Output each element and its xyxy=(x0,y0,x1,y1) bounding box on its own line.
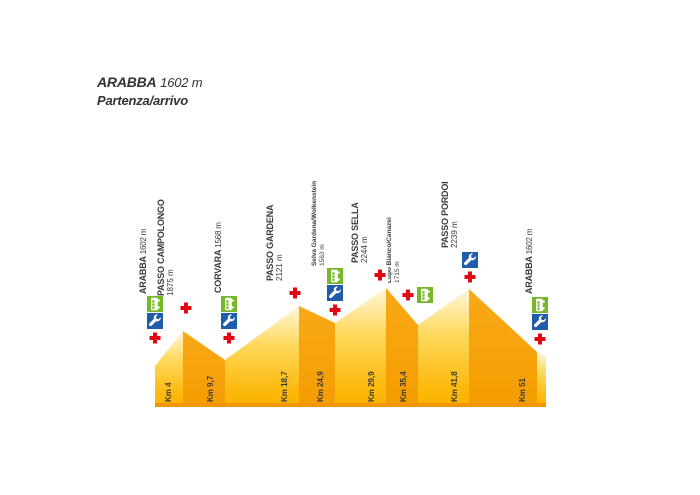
first-aid-icon xyxy=(178,300,194,316)
icon-stack-corvara xyxy=(221,296,237,346)
start-point-title: ARABBA 1602 m xyxy=(97,74,203,90)
station-name: CORVARA xyxy=(213,250,223,293)
station-label-arabba-finish: ARABBA 1602 m xyxy=(524,229,535,294)
icon-stack-sella xyxy=(372,267,388,283)
station-altitude: 2121 m xyxy=(275,254,284,281)
first-aid-icon xyxy=(327,302,343,318)
station-label-passo-campolongo: PASSO CAMPOLONGO 1875 m xyxy=(156,199,176,296)
profile-segment-finish xyxy=(537,352,546,403)
profile-segment-climb-sella xyxy=(335,288,386,403)
profile-segment-descent-corvara xyxy=(183,331,225,403)
first-aid-icon xyxy=(532,331,548,347)
profile-segment-climb-campolongo xyxy=(155,331,183,403)
profile-segment-climb-gardena xyxy=(225,306,299,403)
station-label-passo-pordoi: PASSO PORDOI 2239 m xyxy=(440,182,460,248)
station-name: PASSO CAMPOLONGO xyxy=(156,199,166,296)
service-wrench-icon xyxy=(327,285,343,301)
km-label: Km 18,7 xyxy=(280,371,289,402)
first-aid-icon xyxy=(400,287,416,303)
first-aid-icon xyxy=(372,267,388,283)
bus-icon xyxy=(417,287,433,303)
profile-segment-descent-lupobianco xyxy=(386,288,418,403)
station-altitude: 1602 m xyxy=(525,228,534,255)
icon-stack-pordoi xyxy=(462,252,478,285)
km-label: Km 9,7 xyxy=(206,375,215,402)
station-label-passo-sella: PASSO SELLA 2244 m xyxy=(350,202,370,263)
first-aid-icon xyxy=(287,285,303,301)
station-name: ARABBA xyxy=(138,256,148,294)
station-name: Selva Gardena/Wolkenstein xyxy=(311,180,318,266)
station-altitude: 1563 m xyxy=(319,244,326,266)
km-label: Km 29,9 xyxy=(367,371,376,402)
km-label: Km 41,8 xyxy=(450,371,459,402)
icon-stack-selva xyxy=(327,268,343,318)
start-point-altitude: 1602 m xyxy=(160,75,203,90)
station-name: ARABBA xyxy=(524,256,534,294)
station-label-passo-gardena: PASSO GARDENA 2121 m xyxy=(265,205,285,281)
station-altitude: 2239 m xyxy=(450,221,459,248)
service-wrench-icon xyxy=(532,314,548,330)
bus-icon xyxy=(147,296,163,312)
first-aid-icon xyxy=(221,330,237,346)
first-aid-icon xyxy=(147,330,163,346)
station-name: PASSO GARDENA xyxy=(265,204,275,281)
km-label: Km 51 xyxy=(518,377,527,402)
km-label: Km 24,9 xyxy=(316,371,325,402)
station-altitude: 1568 m xyxy=(214,222,223,248)
station-label-lupo-bianco: Lupo Bianco/Canazei 1715 m xyxy=(386,217,402,283)
station-altitude: 1715 m xyxy=(394,261,401,283)
station-label-corvara: CORVARA 1568 m xyxy=(213,222,224,293)
page-title: ARABBA 1602 m Partenza/arrivo xyxy=(97,74,203,108)
icon-stack-gardena xyxy=(287,285,303,301)
station-label-selva: Selva Gardena/Wolkenstein 1563 m xyxy=(311,181,327,266)
profile-segment-descent-arabba xyxy=(469,289,537,403)
service-wrench-icon xyxy=(147,313,163,329)
bus-icon xyxy=(532,297,548,313)
icon-stack-arabba-finish xyxy=(532,297,548,347)
profile-baseline xyxy=(155,403,546,407)
profile-segment-climb-pordoi xyxy=(418,289,469,403)
km-label: Km 35,4 xyxy=(399,371,408,402)
icon-stack-lupo-bianco xyxy=(400,287,433,303)
first-aid-icon xyxy=(462,269,478,285)
bus-icon xyxy=(221,296,237,312)
bus-icon xyxy=(327,268,343,284)
station-altitude: 1875 m xyxy=(166,269,175,296)
icon-stack-arabba-start xyxy=(147,296,163,346)
service-wrench-icon xyxy=(462,252,478,268)
station-altitude: 1602 m xyxy=(139,228,148,255)
km-label: Km 4 xyxy=(164,382,173,402)
station-label-arabba-start: ARABBA 1602 m xyxy=(138,229,149,294)
page-subtitle: Partenza/arrivo xyxy=(97,93,188,108)
start-point-name: ARABBA xyxy=(97,74,157,90)
station-name: PASSO SELLA xyxy=(350,202,360,263)
profile-segment-descent-plan xyxy=(299,306,335,403)
icon-stack-campolongo xyxy=(178,300,194,316)
service-wrench-icon xyxy=(221,313,237,329)
station-name: PASSO PORDOI xyxy=(440,181,450,248)
station-altitude: 2244 m xyxy=(360,236,369,263)
